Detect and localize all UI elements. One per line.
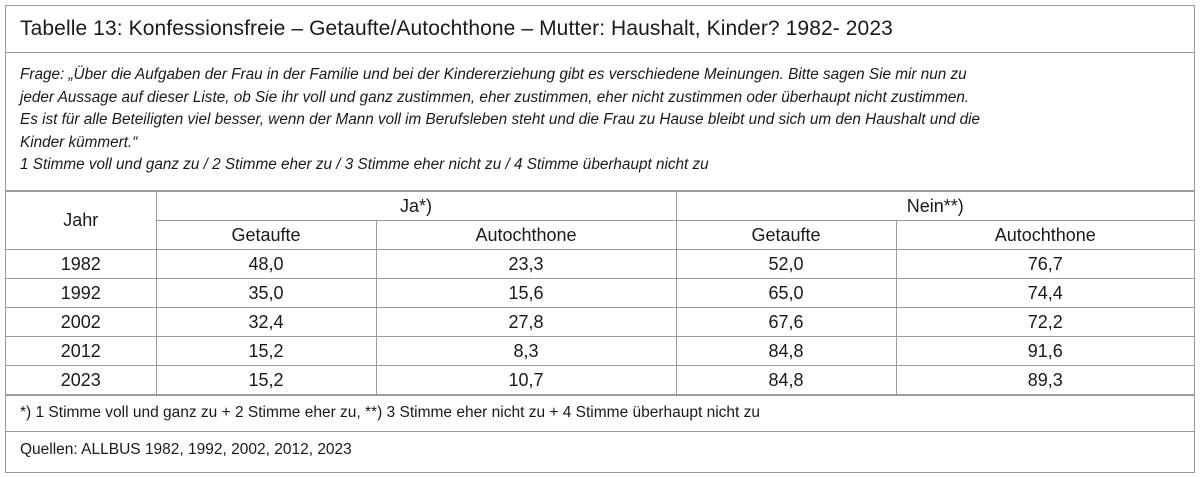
table-row: 2012 15,2 8,3 84,8 91,6: [6, 336, 1195, 366]
subheader-nein-autochthone: Autochthone: [895, 220, 1195, 250]
value-cell: 27,8: [375, 307, 677, 337]
question-line: Frage: „Über die Aufgaben der Frau in de…: [20, 66, 967, 83]
value-cell: 15,2: [155, 336, 377, 366]
question-line: Es ist für alle Beteiligten viel besser,…: [20, 111, 980, 128]
question-line: Kinder kümmert.“: [20, 133, 138, 151]
value-cell: 23,3: [375, 249, 677, 279]
table-title: Tabelle 13: Konfessionsfreie – Getaufte/…: [6, 6, 1194, 53]
sources-note: Quellen: ALLBUS 1982, 1992, 2002, 2012, …: [20, 441, 352, 458]
year-cell: 2012: [6, 336, 157, 366]
value-cell: 8,3: [375, 336, 677, 366]
value-cell: 84,8: [675, 336, 897, 366]
year-cell: 1992: [6, 278, 157, 308]
question-line: jeder Aussage auf dieser Liste, ob Sie i…: [20, 88, 970, 106]
table-row: 1982 48,0 23,3 52,0 76,7: [6, 249, 1195, 279]
group-header-ja: Ja*): [155, 191, 677, 221]
answer-scale-line: 1 Stimme voll und ganz zu / 2 Stimme ehe…: [20, 156, 709, 173]
subheader-nein-getaufte: Getaufte: [675, 220, 897, 250]
subheader-ja-getaufte: Getaufte: [156, 220, 377, 250]
value-cell: 74,4: [895, 278, 1195, 308]
value-cell: 10,7: [375, 365, 677, 395]
data-table: Jahr Ja*) Nein**) Getaufte Autochthone G…: [6, 191, 1195, 395]
year-header: Jahr: [6, 191, 157, 250]
footnote: *) 1 Stimme voll und ganz zu + 2 Stimme …: [6, 395, 1194, 432]
value-cell: 35,0: [155, 278, 377, 308]
table-row: 2002 32,4 27,8 67,6 72,2: [6, 307, 1195, 337]
value-cell: 72,2: [895, 307, 1195, 337]
header-row-groups: Jahr Ja*) Nein**): [6, 191, 1195, 250]
value-cell: 76,7: [895, 249, 1195, 279]
table-row: 1992 35,0 15,6 65,0 74,4: [6, 278, 1195, 308]
year-cell: 2002: [6, 307, 157, 337]
value-cell: 89,3: [895, 365, 1195, 395]
survey-question: Frage: „Über die Aufgaben der Frau in de…: [6, 53, 1194, 191]
subheader-ja-autochthone: Autochthone: [375, 220, 677, 250]
year-cell: 1982: [6, 249, 157, 279]
value-cell: 52,0: [675, 249, 897, 279]
value-cell: 84,8: [675, 365, 897, 395]
year-cell: 2023: [6, 365, 157, 395]
value-cell: 65,0: [675, 278, 897, 308]
group-header-nein: Nein**): [675, 191, 1195, 221]
value-cell: 91,6: [895, 336, 1195, 366]
value-cell: 67,6: [675, 307, 897, 337]
value-cell: 48,0: [155, 249, 377, 279]
value-cell: 15,6: [375, 278, 677, 308]
table-document: Tabelle 13: Konfessionsfreie – Getaufte/…: [5, 5, 1195, 473]
value-cell: 32,4: [155, 307, 377, 337]
value-cell: 15,2: [155, 365, 377, 395]
header-row-subgroups: Getaufte Autochthone Getaufte Autochthon…: [6, 220, 1195, 250]
table-row: 2023 15,2 10,7 84,8 89,3: [6, 365, 1195, 395]
